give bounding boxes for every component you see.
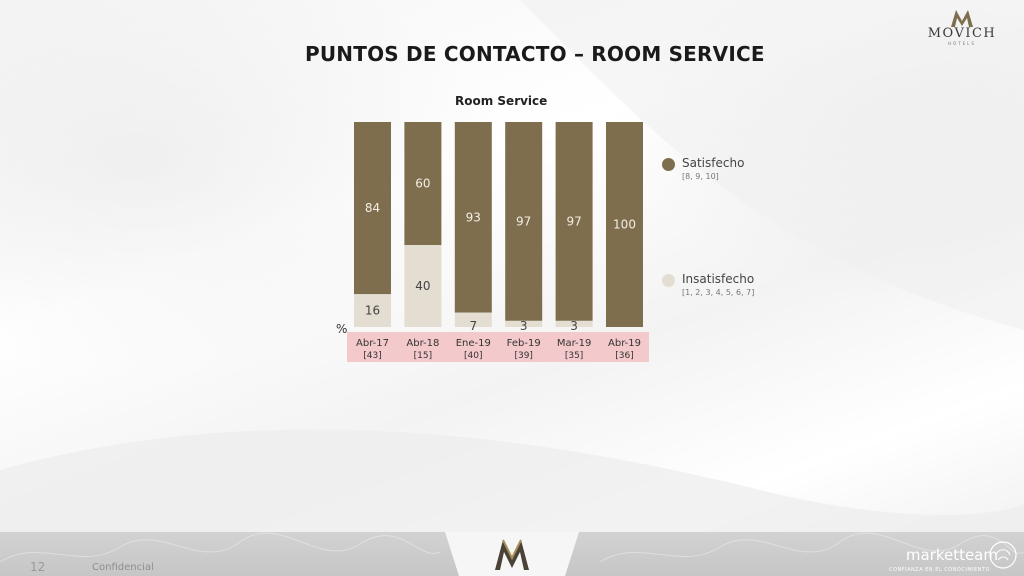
- category-label: Mar-19: [557, 338, 592, 349]
- category-label: Abr-19: [608, 338, 641, 349]
- logo-sub-text: HOTELS: [948, 41, 976, 46]
- bar-satisfecho: [354, 122, 391, 295]
- page-number: 12: [30, 560, 46, 574]
- bar-insatisfecho: [505, 320, 543, 327]
- bar-insatisfecho: [404, 245, 442, 327]
- legend-sub-insatisfecho: [1, 2, 3, 4, 5, 6, 7]: [682, 288, 755, 297]
- movich-logo-icon: [495, 539, 529, 570]
- bar-satisfecho: [454, 122, 492, 313]
- brand-logo: MOVICH HOTELS: [922, 8, 1002, 46]
- legend-sub-satisfecho: [8, 9, 10]: [682, 172, 719, 181]
- footer-logo-panel: [445, 532, 579, 576]
- bar-satisfecho: [505, 122, 543, 321]
- data-label-satisfecho: 93: [466, 210, 481, 224]
- legend-label-satisfecho: Satisfecho: [682, 156, 745, 170]
- base-label: [40]: [464, 351, 482, 361]
- category-label: Feb-19: [507, 338, 541, 349]
- movich-logo-icon: [951, 10, 973, 27]
- category-label: Ene-19: [456, 338, 491, 349]
- data-label-insatisfecho: 16: [365, 304, 380, 318]
- bar-satisfecho: [606, 122, 643, 327]
- page-title: PUNTOS DE CONTACTO – ROOM SERVICE: [305, 42, 765, 66]
- bar-insatisfecho: [354, 294, 391, 327]
- marketteam-tagline: CONFIANZA EN EL CONOCIMIENTO: [889, 567, 990, 573]
- legend-swatch-insatisfecho: [662, 274, 675, 287]
- brain-icon: [989, 541, 1017, 569]
- base-label: [15]: [414, 351, 432, 361]
- bar-insatisfecho: [454, 312, 492, 327]
- footer-ornament-pattern: [0, 532, 1024, 563]
- data-label-insatisfecho: 40: [415, 279, 430, 293]
- data-label-satisfecho: 97: [516, 214, 531, 228]
- bar-insatisfecho: [555, 320, 593, 327]
- data-label-satisfecho: 100: [613, 218, 636, 232]
- chart-title: Room Service: [455, 94, 548, 108]
- data-label-insatisfecho: 7: [469, 319, 477, 333]
- category-label: Abr-17: [356, 338, 389, 349]
- category-label: Abr-18: [406, 338, 439, 349]
- data-label-insatisfecho: 3: [570, 319, 578, 333]
- bar-satisfecho: [555, 122, 593, 321]
- data-label-satisfecho: 84: [365, 201, 380, 215]
- legend-label-insatisfecho: Insatisfecho: [682, 272, 755, 286]
- unit-label: %: [336, 322, 347, 336]
- category-label-band: [347, 332, 649, 362]
- confidential-label: Confidencial: [92, 562, 154, 573]
- data-label-satisfecho: 97: [566, 214, 581, 228]
- bar-satisfecho: [404, 122, 442, 245]
- base-label: [39]: [514, 351, 532, 361]
- base-label: [43]: [363, 351, 381, 361]
- data-label-insatisfecho: 3: [520, 319, 528, 333]
- base-label: [36]: [615, 351, 633, 361]
- logo-brand-text: MOVICH: [927, 26, 997, 41]
- base-label: [35]: [565, 351, 583, 361]
- legend-swatch-satisfecho: [662, 158, 675, 171]
- marketteam-brand: marketteam: [905, 546, 998, 564]
- data-label-satisfecho: 60: [415, 177, 430, 191]
- footer-bar: 12 Confidencial marketteam CONFIANZA EN …: [0, 532, 1024, 576]
